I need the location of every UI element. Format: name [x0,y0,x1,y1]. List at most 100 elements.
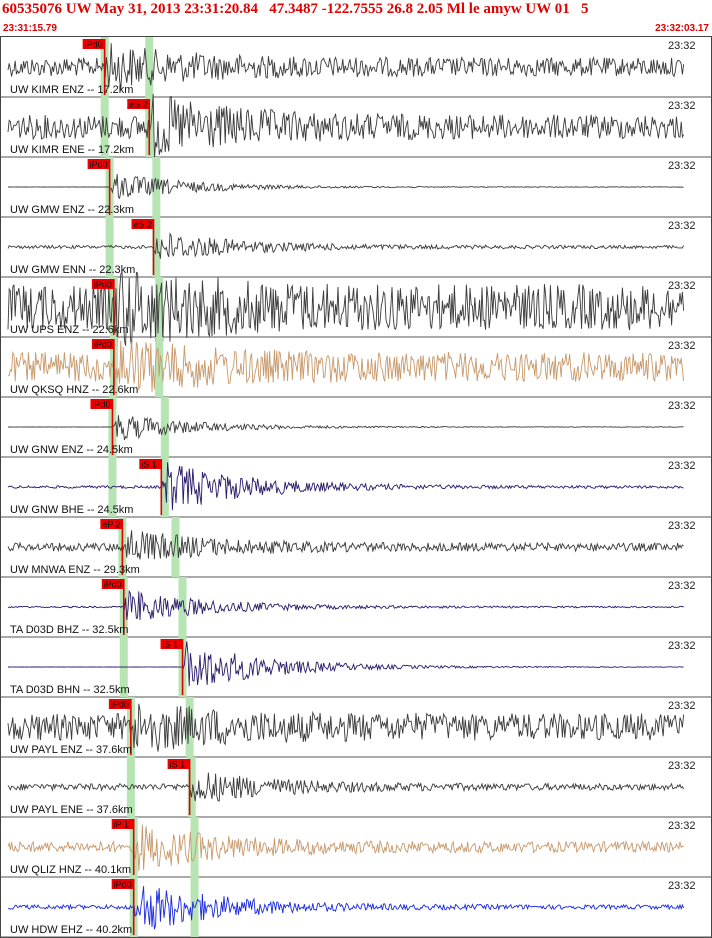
trace-time-label: 23:32 [668,640,696,652]
trace-time-label: 23:32 [668,580,696,592]
theoretical-arrival-band [171,517,180,577]
waveform [8,641,684,687]
pick-label[interactable]: iPd0 [91,279,114,290]
trace-row[interactable]: iS 1 23:32 UW GNW BHE -- 24.5km [0,457,712,518]
pick-label-text: iPd0 [85,40,103,50]
trace-time-label: 23:32 [668,880,696,892]
theoretical-arrival-band [187,757,196,817]
pick-label-text: iPd0 [104,580,122,590]
pick-label-text: iS 1 [170,760,186,770]
waveform [7,824,684,871]
pick-label-text: iPd0 [94,280,112,290]
trace-row[interactable]: iP 1 23:32 UW QLIZ HNZ -- 40.1km [0,817,712,878]
pick-label-text: iPd0 [92,400,110,410]
trace-row[interactable]: iS 1 23:32 UW PAYL ENE -- 37.6km [0,757,712,818]
waveform [7,462,684,511]
pick-label[interactable]: iPd0 [90,399,113,410]
pick-label[interactable]: eP 2 [100,519,123,530]
waveform [7,703,685,752]
pick-label[interactable]: iS 1 [160,639,183,650]
pick-label-box [111,819,134,829]
pick-label[interactable]: iPd0 [111,879,134,890]
window-end-time: 23:32:03.17 [655,23,709,34]
theoretical-arrival-band [190,817,199,877]
pick-label[interactable]: iP 1 [111,819,134,830]
window-start-time: 23:31:15.79 [3,23,57,34]
trace-row[interactable]: iPd0 23:32 UW UPS ENZ -- 22.6km [0,270,712,348]
pick-label[interactable]: iS 1 [167,759,190,770]
pick-label-text: eS 2 [129,100,148,110]
trace-row[interactable]: iPd0 23:32 UW GNW ENZ -- 24.5km [0,397,712,458]
trace-station-label: UW QKSQ HNZ -- 22.6km [10,384,138,396]
trace-station-label: UW GMW ENZ -- 22.3km [10,204,134,216]
theoretical-arrival-band [160,397,169,457]
pick-label-text: iS 1 [163,640,179,650]
trace-row[interactable]: iPd0 23:32 UW HDW EHZ -- 40.2km [0,877,712,938]
trace-row[interactable]: iPd0 23:32 UW PAYL ENZ -- 37.6km [0,697,712,758]
pick-label[interactable]: iPd0 [82,39,105,50]
trace-time-label: 23:32 [668,700,696,712]
pick-label[interactable]: eS 2 [131,219,154,230]
trace-row[interactable]: eS 2 23:32 UW KIMR ENE -- 17.2km [0,93,712,160]
pick-label[interactable]: iS 1 [139,459,162,470]
pick-label-text: eP 2 [102,520,120,530]
pick-label-box [111,879,134,889]
pick-label-text: iPd0 [111,700,129,710]
waveform [7,93,685,160]
trace-row[interactable]: iPd0 23:32 UW QKSQ HNZ -- 22.6km [0,337,712,398]
pick-label[interactable]: iPd0 [87,159,110,170]
pick-label[interactable]: iPd0 [108,699,131,710]
trace-station-label: UW HDW EHZ -- 40.2km [10,924,132,936]
trace-time-label: 23:32 [668,280,696,292]
pick-label-box [131,219,154,229]
trace-time-label: 23:32 [668,160,696,172]
pick-label-text: iPd0 [90,160,108,170]
waveform [7,415,684,441]
trace-row[interactable]: eP 2 23:32 UW MNWA ENZ -- 29.3km [0,517,712,578]
pick-label[interactable]: eS 2 [127,99,150,110]
trace-time-label: 23:32 [668,760,696,772]
waveform [7,589,684,621]
trace-row[interactable]: iPd0 23:32 UW GMW ENZ -- 22.3km [0,157,712,218]
trace-row[interactable]: iPd0 23:32 TA D03D BHZ -- 32.5km [0,577,712,638]
pick-label-text: iS 1 [141,460,157,470]
trace-station-label: TA D03D BHN -- 32.5km [10,684,130,696]
pick-label-box [167,759,190,769]
pick-label-box [87,159,110,169]
pick-label-box [90,399,113,409]
waveform [7,772,685,802]
trace-station-label: UW UPS ENZ -- 22.6km [10,324,129,336]
pick-label-box [108,699,131,709]
trace-station-label: UW PAYL ENE -- 37.6km [10,804,133,816]
trace-station-label: UW GMW ENN -- 22.3km [10,264,135,276]
trace-time-label: 23:32 [668,340,696,352]
trace-time-label: 23:32 [668,100,696,112]
waveform [7,43,685,90]
pick-label[interactable]: iPd0 [91,339,114,350]
waveform [7,886,685,930]
pick-label-text: iPd0 [94,340,112,350]
trace-row[interactable]: iPd0 23:32 UW KIMR ENZ -- 17.2km [0,37,712,98]
theoretical-arrival-band [100,97,109,157]
waveform [7,340,685,393]
waveform [7,232,685,259]
pick-label-box [101,579,124,589]
waveform [7,530,684,560]
waveform [7,270,685,348]
trace-station-label: UW QLIZ HNZ -- 40.1km [10,864,131,876]
pick-label-box [160,639,183,649]
trace-time-label: 23:32 [668,400,696,412]
pick-label-box [91,279,114,289]
pick-label[interactable]: iPd0 [101,579,124,590]
theoretical-arrival-band [178,577,187,637]
trace-time-label: 23:32 [668,40,696,52]
trace-station-label: UW MNWA ENZ -- 29.3km [10,564,140,576]
pick-label-box [127,99,150,109]
trace-station-label: UW KIMR ENZ -- 17.2km [10,84,133,96]
trace-row[interactable]: iS 1 23:32 TA D03D BHN -- 32.5km [0,637,712,698]
trace-row[interactable]: eS 2 23:32 UW GMW ENN -- 22.3km [0,217,712,278]
trace-station-label: TA D03D BHZ -- 32.5km [10,624,128,636]
pick-label-box [139,459,162,469]
